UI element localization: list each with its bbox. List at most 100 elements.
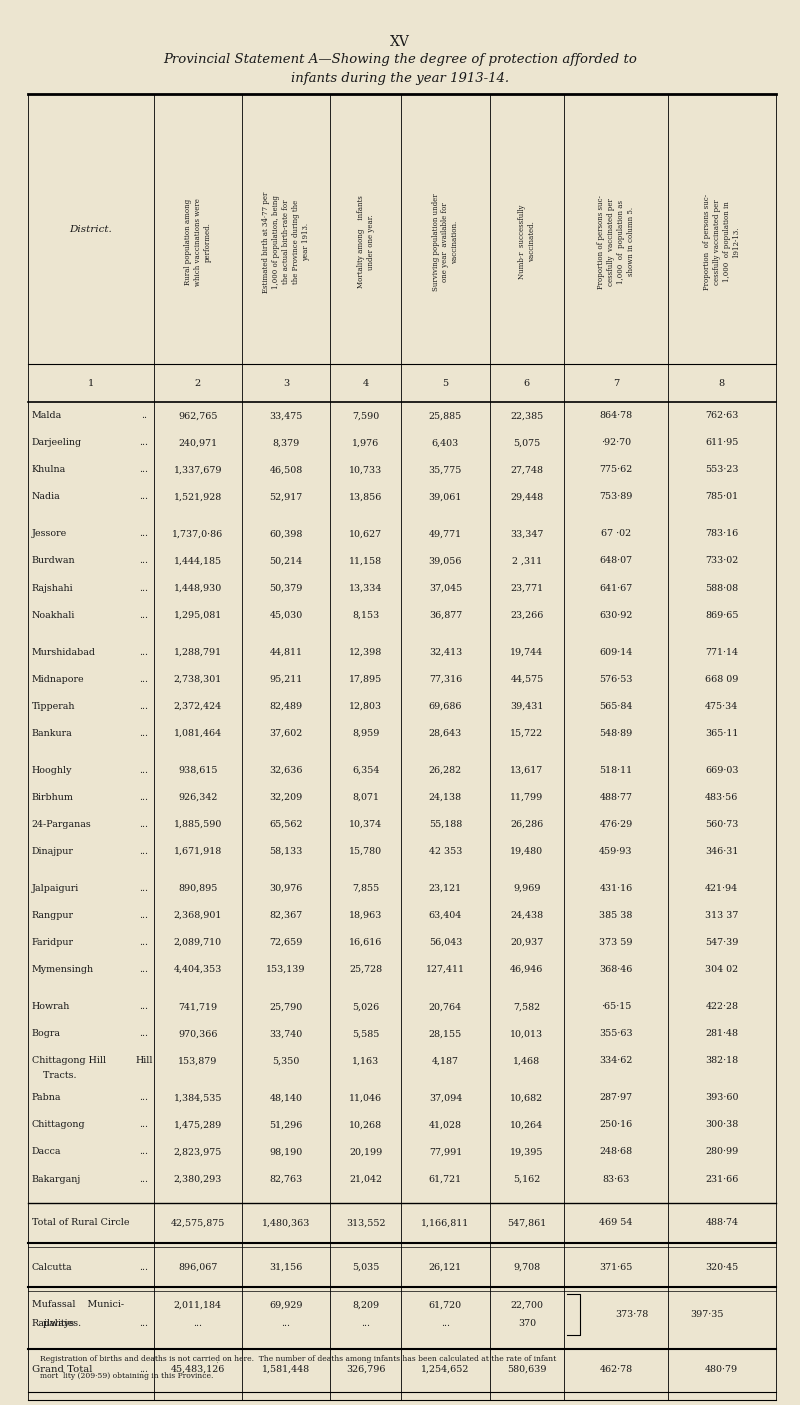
- Text: ...: ...: [139, 1002, 149, 1012]
- Text: 10,013: 10,013: [510, 1030, 543, 1038]
- Text: 21,042: 21,042: [350, 1175, 382, 1183]
- Text: 61,721: 61,721: [429, 1175, 462, 1183]
- Text: 518·11: 518·11: [599, 766, 633, 774]
- Text: ...: ...: [139, 556, 149, 565]
- Text: ...: ...: [441, 1319, 450, 1328]
- Text: 41,028: 41,028: [429, 1120, 462, 1130]
- Text: 15,722: 15,722: [510, 729, 543, 738]
- Text: ...: ...: [139, 1364, 149, 1374]
- Text: 641·67: 641·67: [599, 583, 633, 593]
- Text: 733·02: 733·02: [705, 556, 738, 565]
- Text: 44,575: 44,575: [510, 674, 543, 684]
- Text: 565·84: 565·84: [599, 701, 633, 711]
- Text: Bogra: Bogra: [32, 1030, 61, 1038]
- Text: 18,963: 18,963: [349, 910, 382, 920]
- Text: ...: ...: [139, 1175, 149, 1183]
- Text: 240,971: 240,971: [178, 438, 218, 447]
- Text: ...: ...: [139, 884, 149, 894]
- Text: 19,744: 19,744: [510, 648, 543, 656]
- Text: 24,438: 24,438: [510, 910, 543, 920]
- Text: Mymensingh: Mymensingh: [32, 965, 94, 974]
- Text: 45,483,126: 45,483,126: [170, 1364, 225, 1374]
- Text: 7,582: 7,582: [514, 1002, 541, 1012]
- Text: 77,991: 77,991: [429, 1148, 462, 1156]
- Text: 775·62: 775·62: [599, 465, 633, 475]
- Text: 22,385: 22,385: [510, 412, 543, 420]
- Text: 334·62: 334·62: [599, 1057, 633, 1065]
- Text: 7,590: 7,590: [352, 412, 379, 420]
- Text: Numb·r  successfully
vaccinated.: Numb·r successfully vaccinated.: [518, 205, 536, 280]
- Text: 33,475: 33,475: [270, 412, 302, 420]
- Text: Jalpaiguri: Jalpaiguri: [32, 884, 79, 894]
- Text: 248·68: 248·68: [599, 1148, 633, 1156]
- Text: 1,468: 1,468: [514, 1057, 541, 1065]
- Text: Dacca: Dacca: [32, 1148, 62, 1156]
- Text: 23,121: 23,121: [429, 884, 462, 894]
- Text: 25,728: 25,728: [349, 965, 382, 974]
- Text: 320·45: 320·45: [705, 1263, 738, 1272]
- Text: 1,163: 1,163: [352, 1057, 379, 1065]
- Text: 1,288,791: 1,288,791: [174, 648, 222, 656]
- Text: 56,043: 56,043: [429, 939, 462, 947]
- Text: 488·77: 488·77: [599, 792, 633, 802]
- Text: 373·78: 373·78: [615, 1309, 648, 1319]
- Text: 60,398: 60,398: [270, 530, 302, 538]
- Text: 29,448: 29,448: [510, 492, 543, 502]
- Text: 10,374: 10,374: [349, 821, 382, 829]
- Text: 82,489: 82,489: [270, 701, 302, 711]
- Text: Proportion of persons suc-
cessfully  vaccinated per
1,000  of  population as
sh: Proportion of persons suc- cessfully vac…: [598, 195, 634, 289]
- Text: Bakarganj: Bakarganj: [32, 1175, 81, 1183]
- Text: 547·39: 547·39: [705, 939, 738, 947]
- Text: Malda: Malda: [32, 412, 62, 420]
- Text: Dinajpur: Dinajpur: [32, 847, 74, 856]
- Text: 1,480,363: 1,480,363: [262, 1218, 310, 1228]
- Text: Estimated birth at 34·77 per
1,000 of population, being
the actual birth-rate fo: Estimated birth at 34·77 per 1,000 of po…: [262, 191, 310, 292]
- Text: 10,627: 10,627: [349, 530, 382, 538]
- Text: ...: ...: [139, 766, 149, 774]
- Text: 1,337,679: 1,337,679: [174, 465, 222, 475]
- Text: 39,061: 39,061: [429, 492, 462, 502]
- Text: 1,081,464: 1,081,464: [174, 729, 222, 738]
- Text: 890,895: 890,895: [178, 884, 218, 894]
- Text: 127,411: 127,411: [426, 965, 465, 974]
- Text: 13,334: 13,334: [349, 583, 382, 593]
- Text: ...: ...: [139, 1120, 149, 1130]
- Text: 42 353: 42 353: [429, 847, 462, 856]
- Text: ...: ...: [362, 1319, 370, 1328]
- Text: Total of Rural Circle: Total of Rural Circle: [32, 1218, 130, 1228]
- Text: 1,976: 1,976: [352, 438, 379, 447]
- Text: 1,254,652: 1,254,652: [421, 1364, 470, 1374]
- Text: Mufassal    Munici-: Mufassal Munici-: [32, 1300, 124, 1309]
- Text: 547,861: 547,861: [507, 1218, 546, 1228]
- Text: 1,671,918: 1,671,918: [174, 847, 222, 856]
- Text: 58,133: 58,133: [270, 847, 302, 856]
- Text: 31,156: 31,156: [270, 1263, 302, 1272]
- Text: 13,856: 13,856: [349, 492, 382, 502]
- Text: 28,155: 28,155: [429, 1030, 462, 1038]
- Text: 8,071: 8,071: [352, 792, 379, 802]
- Text: 2,823,975: 2,823,975: [174, 1148, 222, 1156]
- Text: 864·78: 864·78: [599, 412, 633, 420]
- Text: 32,636: 32,636: [270, 766, 303, 774]
- Text: Chittagong Hill: Chittagong Hill: [32, 1057, 106, 1065]
- Text: 1,737,0·86: 1,737,0·86: [172, 530, 223, 538]
- Text: ...: ...: [139, 939, 149, 947]
- Text: 2,738,301: 2,738,301: [174, 674, 222, 684]
- Text: 2,372,424: 2,372,424: [174, 701, 222, 711]
- Text: 397·35: 397·35: [690, 1309, 724, 1319]
- Text: ...: ...: [139, 1319, 149, 1328]
- Text: 326,796: 326,796: [346, 1364, 386, 1374]
- Text: Bankura: Bankura: [32, 729, 73, 738]
- Text: 6,354: 6,354: [352, 766, 379, 774]
- Text: 422·28: 422·28: [706, 1002, 738, 1012]
- Text: ...: ...: [139, 792, 149, 802]
- Text: Darjeeling: Darjeeling: [32, 438, 82, 447]
- Text: 281·48: 281·48: [706, 1030, 738, 1038]
- Text: 37,094: 37,094: [429, 1093, 462, 1103]
- Text: Hill: Hill: [135, 1057, 153, 1065]
- Text: Khulna: Khulna: [32, 465, 66, 475]
- Text: 12,398: 12,398: [349, 648, 382, 656]
- Text: 741,719: 741,719: [178, 1002, 218, 1012]
- Text: 8,209: 8,209: [352, 1300, 379, 1309]
- Text: 393·60: 393·60: [705, 1093, 738, 1103]
